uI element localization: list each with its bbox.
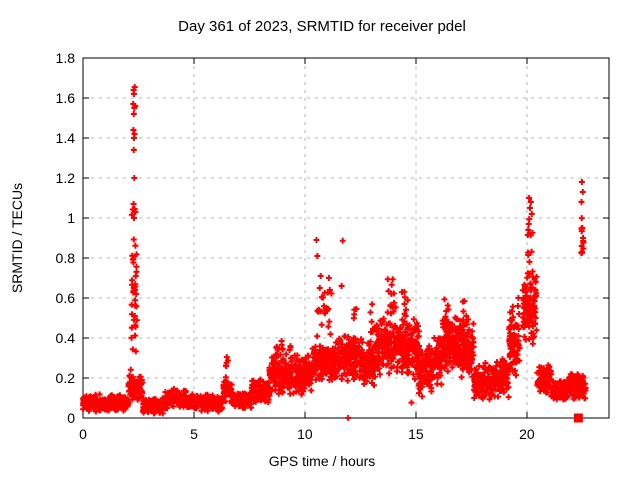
y-tick-label: 1.2 xyxy=(56,170,76,186)
y-tick-label: 1.8 xyxy=(56,50,76,66)
x-tick-label: 5 xyxy=(190,426,198,442)
x-tick-label: 20 xyxy=(519,426,535,442)
srmtid-markers xyxy=(80,84,589,417)
x-tick-label: 10 xyxy=(297,426,313,442)
x-tick-label: 15 xyxy=(408,426,424,442)
x-tick-label: 0 xyxy=(79,426,87,442)
y-tick-label: 0.4 xyxy=(56,330,76,346)
y-axis-label: SRMTID / TECUs xyxy=(9,183,25,293)
y-tick-label: 0 xyxy=(67,410,75,426)
axis-plus-marker xyxy=(345,415,352,421)
x-axis-label: GPS time / hours xyxy=(269,453,376,469)
y-tick-label: 0.8 xyxy=(56,250,76,266)
y-tick-label: 1.6 xyxy=(56,90,76,106)
y-tick-label: 1.4 xyxy=(56,130,76,146)
y-tick-label: 1 xyxy=(67,210,75,226)
y-tick-label: 0.6 xyxy=(56,290,76,306)
axis-ticks xyxy=(82,57,609,419)
axis-square-marker xyxy=(573,413,583,423)
data-points xyxy=(80,84,589,423)
chart-title: Day 361 of 2023, SRMTID for receiver pde… xyxy=(178,18,466,35)
tick-labels: 0 5 10 15 20 0 0.2 0.4 0.6 0.8 1 1.2 1.4 1.6 1.8 xyxy=(56,50,535,442)
y-tick-label: 0.2 xyxy=(56,370,76,386)
